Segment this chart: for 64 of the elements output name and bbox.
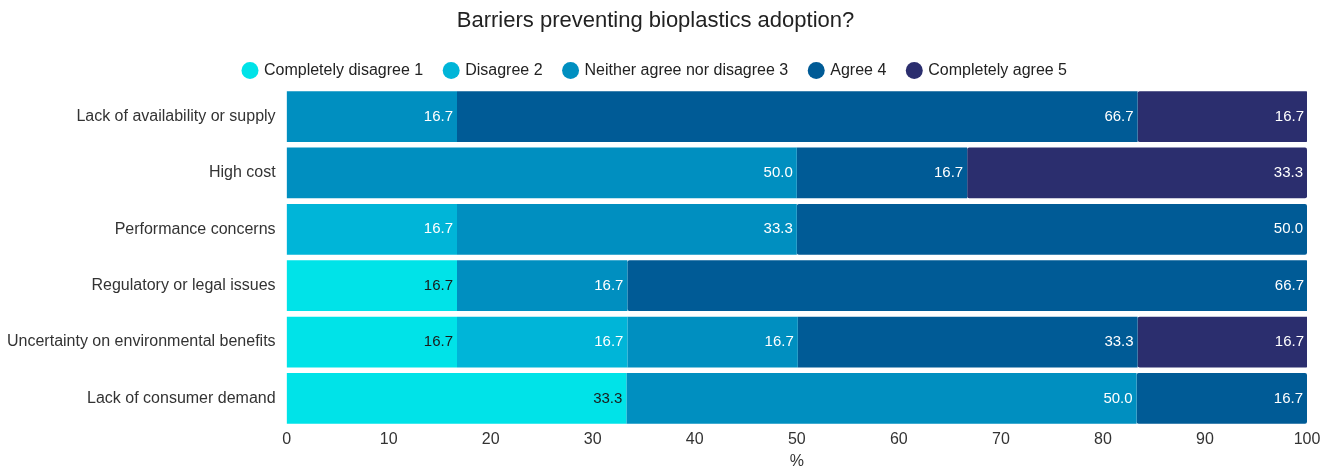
legend-label: Agree 4	[830, 60, 887, 78]
bar	[286, 260, 457, 312]
data-label: 66.7	[1104, 106, 1134, 124]
x-tick-label: 60	[889, 429, 908, 447]
bar	[627, 316, 798, 368]
legend-label: Completely agree 5	[928, 60, 1068, 78]
data-label: 16.7	[934, 163, 964, 181]
data-label: 33.3	[1104, 332, 1134, 350]
y-tick-label: High cost	[208, 163, 277, 181]
data-label: 50.0	[1273, 219, 1303, 237]
bar	[796, 203, 1307, 255]
x-tick-label: 40	[685, 429, 704, 447]
data-label: 50.0	[763, 163, 793, 181]
data-label: 16.7	[764, 332, 794, 350]
x-tick-label: 80	[1094, 429, 1112, 447]
bar	[796, 147, 968, 199]
legend-label: Completely disagree 1	[263, 60, 424, 78]
x-tick-label: 100	[1293, 429, 1321, 447]
x-tick-label: 10	[379, 429, 398, 447]
y-tick-label: Lack of consumer demand	[87, 388, 276, 406]
data-label: 16.7	[594, 275, 624, 293]
chart-title: Barriers preventing bioplastics adoption?	[456, 7, 855, 33]
y-tick-label: Lack of availability or supply	[76, 106, 276, 124]
y-tick-label: Performance concerns	[114, 219, 276, 237]
data-label: 16.7	[1274, 106, 1305, 124]
x-tick-label: 70	[991, 429, 1010, 447]
data-label: 33.3	[1273, 163, 1303, 181]
bar	[457, 91, 1138, 142]
bar	[1137, 316, 1307, 368]
x-tick-label: 30	[583, 429, 602, 447]
bar	[457, 260, 628, 312]
bar	[626, 373, 1137, 424]
legend-label: Neither agree nor disagree 3	[584, 60, 789, 78]
data-label: 16.7	[423, 219, 453, 237]
y-tick-label: Uncertainty on environmental benefits	[7, 332, 276, 350]
y-tick-label: Regulatory or legal issues	[91, 276, 276, 294]
bar	[1136, 373, 1307, 424]
bar	[286, 316, 457, 368]
x-tick-label: 20	[481, 429, 500, 447]
bar	[1137, 91, 1307, 142]
bar	[967, 147, 1307, 199]
data-label: 16.7	[423, 332, 453, 350]
bar	[457, 203, 797, 255]
bar	[286, 203, 457, 255]
x-tick-label: 90	[1196, 429, 1214, 447]
bar	[797, 316, 1138, 368]
bar	[627, 260, 1307, 312]
data-label: 33.3	[763, 219, 793, 237]
data-label: 16.7	[1274, 332, 1305, 350]
data-label: 16.7	[594, 332, 624, 350]
data-label: 66.7	[1274, 275, 1305, 293]
bar	[286, 373, 627, 424]
data-label: 33.3	[593, 388, 623, 406]
bar	[286, 91, 457, 142]
data-label: 50.0	[1103, 388, 1133, 406]
x-axis-title: %	[789, 451, 804, 469]
legend-label: Disagree 2	[465, 60, 543, 78]
x-tick-label: 0	[282, 429, 292, 447]
data-label: 16.7	[1273, 388, 1303, 406]
data-label: 16.7	[423, 275, 453, 293]
data-label: 16.7	[423, 106, 453, 124]
bar	[286, 147, 797, 199]
bar	[457, 316, 628, 368]
x-tick-label: 50	[787, 429, 806, 447]
